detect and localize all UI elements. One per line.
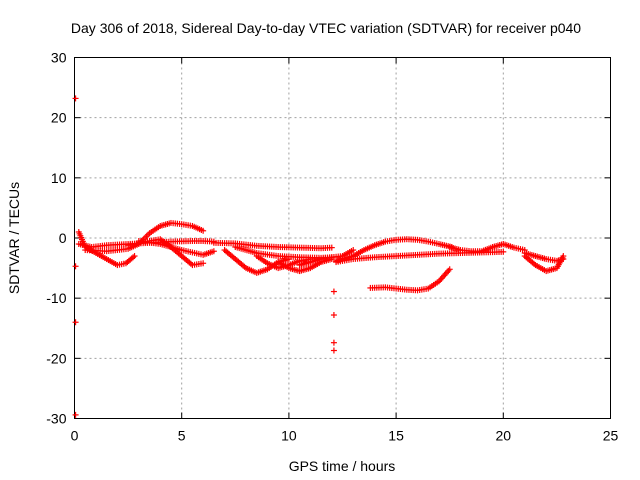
outlier-point [72,95,79,102]
outlier-point [72,263,79,270]
x-tick-label: 0 [71,428,79,444]
y-tick-label: 10 [51,170,67,186]
outlier-point [330,339,337,346]
outlier-point [72,411,79,418]
y-tick-label: 0 [59,230,67,246]
outlier-point [330,347,337,354]
data-point [350,247,357,254]
x-tick-label: 25 [603,428,619,444]
x-tick-label: 10 [281,428,297,444]
y-tick-label: 30 [51,50,67,66]
data-point [328,244,335,251]
y-axis-label: SDTVAR / TECUs [6,182,22,294]
data-point [131,253,138,260]
y-tick-label: -10 [46,290,66,306]
data-point [200,260,207,267]
data-point [560,256,567,263]
data-point [210,248,217,255]
data-point [446,266,453,273]
outlier-point [330,288,337,295]
x-tick-label: 15 [388,428,404,444]
outlier-point [72,319,79,326]
outlier-point [330,312,337,319]
data-point [500,248,507,255]
y-tick-label: 20 [51,110,67,126]
chart-title: Day 306 of 2018, Sidereal Day-to-day VTE… [71,20,581,36]
y-tick-label: -20 [46,350,66,366]
y-tick-label: -30 [46,411,66,427]
x-tick-label: 5 [178,428,186,444]
x-tick-label: 20 [496,428,512,444]
data-point [200,227,207,234]
data-points [72,95,567,418]
x-axis-label: GPS time / hours [289,458,396,474]
grid [74,57,611,419]
axis-ticks: 0 5 10 15 20 25 -30 -20 -10 0 10 20 30 [46,50,618,444]
